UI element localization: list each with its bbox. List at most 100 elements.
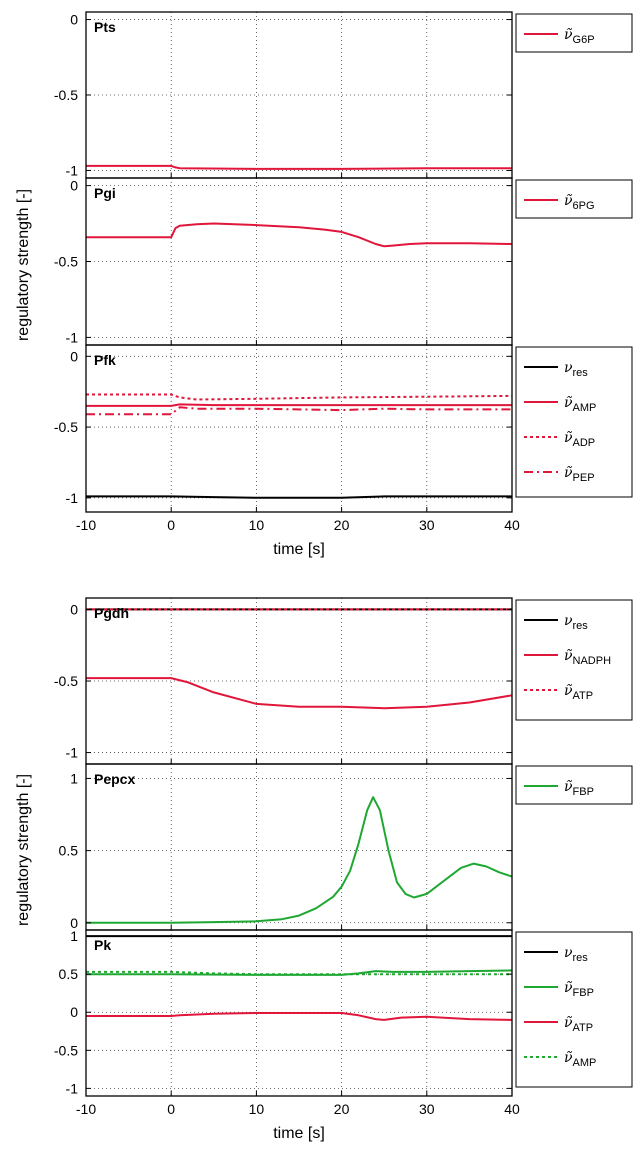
legend-entry: νres xyxy=(564,360,588,379)
legend-symbol: ν̃ xyxy=(564,683,573,699)
series-line-amp xyxy=(86,403,512,407)
series-line-atp xyxy=(86,1012,513,1021)
y-tick-label: 0 xyxy=(70,178,78,194)
legend-entry: ν̃ATP xyxy=(564,683,593,702)
y-axis-label-top: regulatory strength [-] xyxy=(15,189,32,341)
x-tick-label: 10 xyxy=(249,517,265,533)
y-tick-label: 1 xyxy=(70,770,78,786)
legend-subscript: FBP xyxy=(573,987,594,999)
series-line-nadph xyxy=(86,677,513,710)
legend-entry: ν̃G6P xyxy=(564,27,595,46)
y-tick-label: 0 xyxy=(70,1004,78,1020)
panel-title: Pgi xyxy=(94,185,116,201)
y-tick-label: -1 xyxy=(66,162,79,178)
y-tick-label: 0 xyxy=(70,601,78,617)
legend-symbol: ν̃ xyxy=(564,648,573,664)
legend-subscript: G6P xyxy=(573,34,595,46)
legend-symbol: ν̃ xyxy=(564,430,573,446)
legend-subscript: AMP xyxy=(573,1057,597,1069)
legend-symbol: ν̃ xyxy=(564,980,573,996)
x-tick-label: 30 xyxy=(419,1101,435,1117)
y-tick-label: 1 xyxy=(70,928,78,944)
legend-subscript: res xyxy=(573,367,589,379)
legend-entry: ν̃AMP xyxy=(564,1050,596,1069)
x-axis-label: time [s] xyxy=(273,541,325,558)
legend-subscript: 6PG xyxy=(573,200,595,212)
x-tick-label: 30 xyxy=(419,517,435,533)
series-line-pep xyxy=(86,406,512,416)
x-tick-label: 20 xyxy=(334,517,350,533)
series-line-6pg xyxy=(86,222,513,248)
panel-title: Pk xyxy=(94,937,111,953)
legend-symbol: ν̃ xyxy=(564,193,573,209)
x-tick-label: 40 xyxy=(504,517,520,533)
series-line-fbp xyxy=(86,969,513,976)
panel-title: Pepcx xyxy=(94,771,135,787)
legend-entry: ν̃ATP xyxy=(564,1015,593,1034)
x-tick-label: -10 xyxy=(76,517,96,533)
legend-symbol: ν̃ xyxy=(564,779,573,795)
legend-box xyxy=(515,931,633,1088)
panel-pgi: 0 -0.5 -1 Pgi ν̃6PG xyxy=(54,177,633,346)
x-tick-label: 10 xyxy=(249,1101,265,1117)
legend-entry: ν̃NADPH xyxy=(564,648,611,667)
legend-subscript: res xyxy=(573,952,589,964)
series-line-fbp xyxy=(86,796,513,924)
plot-frame xyxy=(85,344,513,513)
x-tick-label: 0 xyxy=(167,517,175,533)
panel-pts: 0 -0.5 -1 Pts ν̃G6P xyxy=(54,11,633,179)
legend-symbol: ν̃ xyxy=(564,1050,573,1066)
legend-entry: νres xyxy=(564,945,588,964)
panel-title: Pgdh xyxy=(94,605,129,621)
legend-subscript: res xyxy=(573,620,589,632)
legend-subscript: NADPH xyxy=(573,655,612,667)
legend-symbol: ν xyxy=(564,613,573,629)
plot-frame xyxy=(85,763,513,931)
series-line-adp xyxy=(86,393,513,401)
legend: ν̃FBP xyxy=(515,765,633,805)
y-axis-label-bottom: regulatory strength [-] xyxy=(15,774,32,926)
legend-subscript: ATP xyxy=(573,1022,594,1034)
y-tick-label: -0.5 xyxy=(54,673,78,689)
y-tick-label: -1 xyxy=(66,1080,79,1096)
series-line-g6p xyxy=(86,164,512,170)
legend-subscript: AMP xyxy=(573,402,597,414)
y-tick-label: -0.5 xyxy=(54,419,78,435)
x-tick-label: 40 xyxy=(504,1101,520,1117)
legend-entry: ν̃PEP xyxy=(564,465,595,484)
y-tick-label: 0 xyxy=(70,348,78,364)
y-tick-label: -1 xyxy=(66,329,79,345)
legend-entry: ν̃ADP xyxy=(564,430,595,449)
legend-symbol: ν xyxy=(564,360,573,376)
legend-symbol: ν xyxy=(564,945,573,961)
panel-title: Pfk xyxy=(94,352,116,368)
plot-frame xyxy=(85,929,513,1097)
legend-subscript: ATP xyxy=(573,690,594,702)
legend: ν̃6PG xyxy=(515,179,633,219)
series-line-res xyxy=(86,495,512,499)
series-line-amp xyxy=(86,970,512,976)
y-tick-label: -0.5 xyxy=(54,254,78,270)
legend-entry: ν̃6PG xyxy=(564,193,595,212)
y-tick-label: 0 xyxy=(70,915,78,931)
y-tick-label: -1 xyxy=(66,490,79,506)
legend: ν̃G6P xyxy=(515,13,633,53)
legend-symbol: ν̃ xyxy=(564,395,573,411)
x-tick-label: 0 xyxy=(167,1101,175,1117)
legend-subscript: FBP xyxy=(573,786,594,798)
x-tick-label: 20 xyxy=(334,1101,350,1117)
legend-symbol: ν̃ xyxy=(564,27,573,43)
panel-pepcx: 1 0.5 0 Pepcx ν̃FBP xyxy=(59,763,633,931)
panel-title: Pts xyxy=(94,19,116,35)
x-tick-label: -10 xyxy=(76,1101,96,1117)
legend-subscript: ADP xyxy=(573,437,596,449)
x-axis-label: time [s] xyxy=(273,1125,325,1142)
